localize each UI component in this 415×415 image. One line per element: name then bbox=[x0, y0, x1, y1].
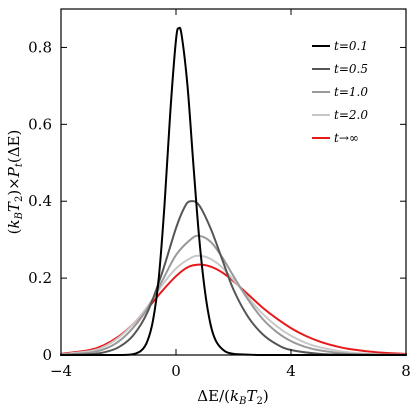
series-line-3 bbox=[60, 234, 407, 356]
legend-label: t=0.1 bbox=[334, 39, 368, 53]
series-line-1 bbox=[60, 26, 407, 357]
chart-curves bbox=[60, 26, 407, 357]
x-tick-label: 0 bbox=[171, 362, 181, 380]
legend-label: t=1.0 bbox=[334, 85, 368, 99]
x-axis-title: ΔE/(kBT2) bbox=[197, 387, 268, 407]
series-line-2 bbox=[60, 200, 407, 356]
plot-frame bbox=[60, 8, 407, 356]
axis-ticks bbox=[60, 9, 407, 356]
legend: t=0.1 t=0.5 t=1.0 t=2.0 t→∞ bbox=[312, 39, 368, 145]
x-tick-label: −4 bbox=[50, 362, 72, 380]
y-tick-label: 0.6 bbox=[28, 115, 52, 133]
x-tick-label: 8 bbox=[401, 362, 411, 380]
y-axis-title: (kBT2)×Pt(ΔE) bbox=[5, 130, 25, 235]
legend-label: t=0.5 bbox=[334, 62, 368, 76]
y-tick-label: 0.2 bbox=[28, 269, 52, 287]
y-tick-label: 0.4 bbox=[28, 192, 52, 210]
y-tick-label: 0.8 bbox=[28, 38, 52, 56]
x-tick-label: 4 bbox=[286, 362, 296, 380]
y-tick-label: 0 bbox=[42, 346, 52, 364]
axis-tick-labels: −4 0 4 800.20.40.60.8 bbox=[28, 38, 411, 380]
legend-label: t→∞ bbox=[334, 131, 359, 145]
legend-label: t=2.0 bbox=[334, 108, 368, 122]
series-line-4 bbox=[60, 254, 407, 356]
